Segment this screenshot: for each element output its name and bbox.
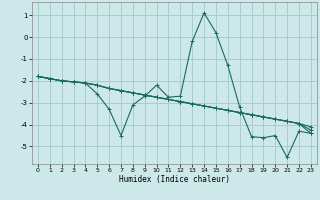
X-axis label: Humidex (Indice chaleur): Humidex (Indice chaleur): [119, 175, 230, 184]
